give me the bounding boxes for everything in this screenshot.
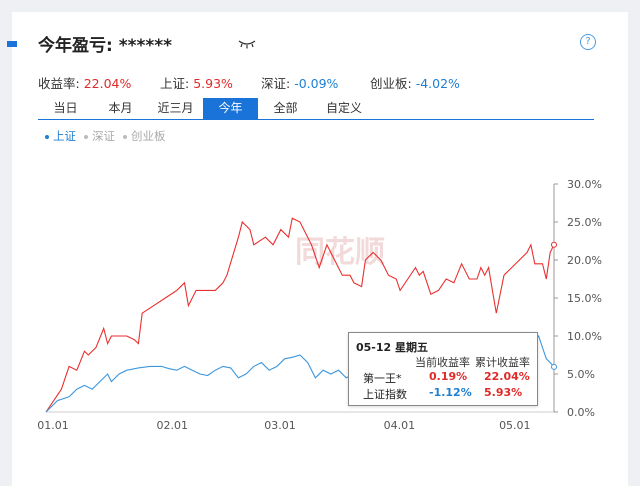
tooltip-col-current: 当前收益率	[415, 356, 470, 369]
stat-chinext: 创业板: -4.02%	[370, 73, 460, 92]
legend-dot	[45, 134, 49, 139]
stat-label: 深证:	[261, 76, 291, 91]
eye-closed-icon[interactable]	[238, 38, 256, 50]
x-tick-label: 02.01	[157, 419, 189, 432]
y-tick-label: 30.0%	[567, 178, 602, 191]
x-tick-label: 05.01	[499, 419, 531, 432]
stat-value: 5.93%	[193, 76, 233, 91]
stat-label: 创业板:	[370, 76, 412, 91]
stat-label: 上证:	[160, 76, 190, 91]
legend-label: 上证	[53, 129, 76, 143]
stat-value: 22.04%	[83, 76, 132, 91]
tab-all[interactable]: 全部	[273, 101, 298, 115]
y-tick-label: 15.0%	[567, 292, 602, 305]
tab-custom[interactable]: 自定义	[325, 101, 362, 115]
legend-dot	[123, 134, 127, 139]
legend-label: 创业板	[131, 129, 166, 143]
chart-tooltip: 05-12 星期五 当前收益率 累计收益率 第一王* 0.19% 22.04% …	[348, 332, 538, 406]
x-tick-label: 01.01	[37, 419, 69, 432]
tooltip-date: 05-12 星期五	[356, 341, 429, 354]
legend-chinext[interactable]: 创业板	[123, 128, 166, 144]
legend-dot	[84, 134, 88, 139]
content-card	[12, 12, 628, 486]
period-tabs: 当日 本月 近三月 今年 全部 自定义	[38, 98, 594, 120]
y-tick-label: 20.0%	[567, 254, 602, 267]
stat-value: -0.09%	[294, 76, 339, 91]
legend-shenzhen[interactable]: 深证	[84, 128, 115, 144]
stat-label: 收益率:	[38, 76, 80, 91]
tab-today[interactable]: 当日	[53, 101, 78, 115]
hover-point	[551, 363, 557, 370]
portfolio-line	[45, 217, 555, 413]
y-tick-label: 25.0%	[567, 216, 602, 229]
stat-shenzhen: 深证: -0.09%	[261, 73, 338, 92]
legend-shanghai[interactable]: 上证	[45, 128, 76, 144]
x-tick-label: 03.01	[264, 419, 296, 432]
hover-point	[551, 241, 557, 248]
tooltip-row-name: 上证指数	[363, 388, 407, 401]
tooltip-row-current: -1.12%	[429, 386, 472, 399]
y-tick-label: 10.0%	[567, 330, 602, 343]
y-tick-label: 5.0%	[567, 368, 595, 381]
watermark-text: 同花顺	[295, 235, 385, 270]
page-title: 今年盈亏: ******	[38, 36, 173, 56]
tooltip-row-current: 0.19%	[429, 370, 468, 383]
stat-return: 收益率: 22.04%	[38, 73, 131, 92]
stat-shanghai: 上证: 5.93%	[160, 73, 233, 92]
tab-this-year[interactable]: 今年	[203, 98, 258, 119]
accent-bar	[7, 41, 17, 47]
legend-label: 深证	[92, 129, 115, 143]
tooltip-row-cumulative: 22.04%	[484, 370, 530, 383]
tab-three-months[interactable]: 近三月	[157, 101, 194, 115]
tooltip-row-name: 第一王*	[363, 372, 402, 385]
tooltip-col-cumulative: 累计收益率	[475, 356, 530, 369]
tab-month[interactable]: 本月	[108, 101, 133, 115]
help-icon[interactable]: ?	[580, 34, 596, 50]
tooltip-row-cumulative: 5.93%	[484, 386, 523, 399]
x-tick-label: 04.01	[384, 419, 416, 432]
stat-value: -4.02%	[415, 76, 460, 91]
y-tick-label: 0.0%	[567, 406, 595, 419]
